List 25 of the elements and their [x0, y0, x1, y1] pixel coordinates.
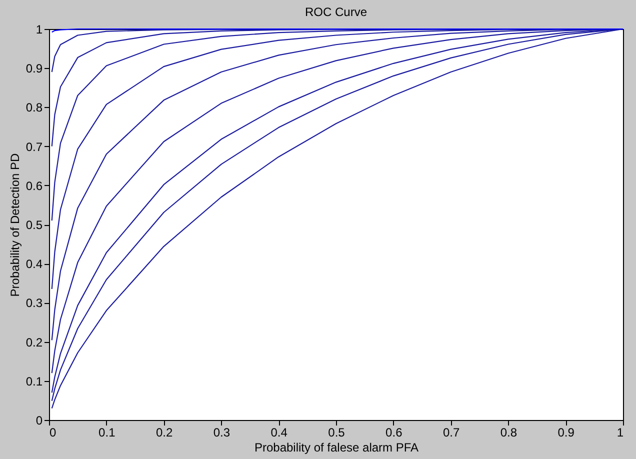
y-tick-label: 0.5	[26, 218, 43, 232]
x-tick-label: 0.5	[328, 426, 346, 440]
y-tick-label: 0.4	[26, 257, 43, 272]
y-tick-label: 0.3	[26, 296, 43, 310]
y-tick-label: 0.8	[26, 100, 43, 115]
y-tick-label: 0.6	[26, 178, 43, 193]
chart-title: ROC Curve	[304, 5, 368, 19]
x-tick-label: 0.6	[386, 426, 403, 440]
x-tick-label: 0.7	[442, 426, 460, 440]
x-tick-label: 1	[616, 426, 624, 440]
y-tick-label: 0.2	[26, 335, 43, 350]
y-tick-label: 0.9	[26, 62, 43, 76]
y-tick-label: 1	[36, 22, 43, 36]
x-tick-label: 0.1	[98, 426, 116, 440]
x-tick-label: 0.3	[213, 426, 230, 440]
x-tick-label: 0.8	[500, 426, 518, 440]
y-axis-title: Probability of Detection PD	[8, 152, 22, 297]
y-tick-label: 0	[36, 414, 43, 428]
x-tick-label: 0.9	[558, 426, 575, 440]
x-axis-title: Probability of falese alarm PFA	[254, 440, 419, 454]
x-tick-label: 0	[50, 426, 56, 440]
x-tick-label: 0.2	[156, 426, 173, 440]
y-tick-label: 0.1	[26, 374, 43, 388]
y-tick-label: 0.7	[26, 140, 43, 154]
x-tick-label: 0.4	[270, 426, 288, 440]
